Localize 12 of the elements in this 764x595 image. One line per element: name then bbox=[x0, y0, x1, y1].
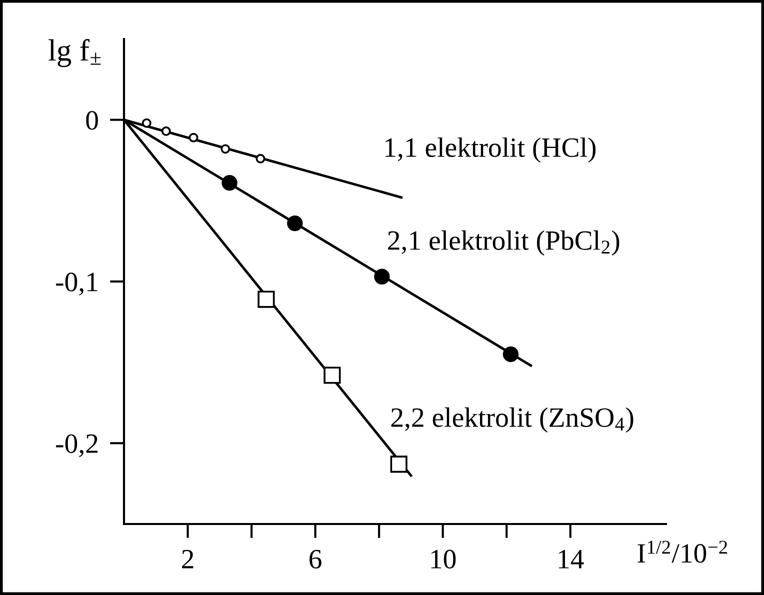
annotation: 1,1 elektrolit (HCl) bbox=[386, 137, 596, 163]
x-tick-label: 6 bbox=[310, 550, 322, 569]
y-axis-title: lg f$_{±}$ bbox=[48, 39, 101, 68]
x-tick-label: 2 bbox=[182, 550, 194, 568]
x-tick-label: 14 bbox=[558, 550, 584, 568]
y-tick-label: 0 bbox=[86, 111, 98, 130]
annotation: 2,1 elektrolit (PbCl$_{2}$) bbox=[388, 230, 620, 256]
y-tick-label: -0,2 bbox=[56, 434, 98, 458]
y-tick-label: -0,1 bbox=[56, 272, 98, 296]
x-tick-label: 10 bbox=[431, 550, 456, 569]
annotation: 2,2 elektrolit (ZnSO$_{4}$) bbox=[391, 407, 634, 433]
x-axis-title: I$^{1/2}$/10$^{−2}$ bbox=[638, 540, 728, 563]
